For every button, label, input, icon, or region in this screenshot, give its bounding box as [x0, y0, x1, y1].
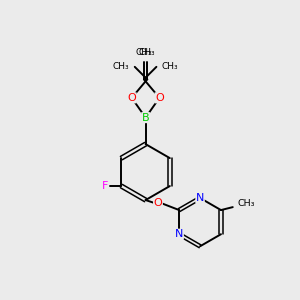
- Text: N: N: [175, 229, 183, 239]
- Text: CH₃: CH₃: [238, 199, 255, 208]
- Text: O: O: [154, 198, 162, 208]
- Text: CH₃: CH₃: [139, 48, 156, 57]
- Text: F: F: [102, 181, 108, 191]
- Text: N: N: [196, 193, 204, 203]
- Text: CH₃: CH₃: [136, 48, 152, 57]
- Text: CH₃: CH₃: [162, 62, 178, 71]
- Text: O: O: [155, 93, 164, 103]
- Text: CH₃: CH₃: [113, 62, 130, 71]
- Text: B: B: [142, 112, 149, 123]
- Text: O: O: [128, 93, 136, 103]
